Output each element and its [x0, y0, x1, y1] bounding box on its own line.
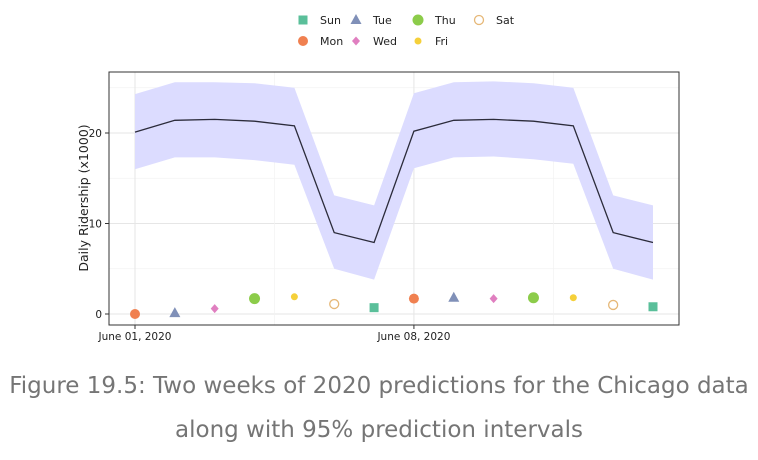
- point-tue: [169, 307, 181, 318]
- point-tue: [448, 291, 460, 302]
- y-axis-label: Daily Ridership (x1000): [76, 124, 91, 271]
- point-fri: [290, 293, 298, 301]
- x-tick-label: June 08, 2020: [376, 331, 450, 343]
- point-thu: [527, 292, 539, 304]
- point-sun: [369, 303, 379, 313]
- legend-label-thu: Thu: [434, 14, 456, 27]
- point-fri: [569, 294, 577, 302]
- point-thu: [249, 293, 261, 305]
- legend-key-mon: [298, 36, 308, 46]
- legend-key-thu: [412, 14, 424, 26]
- legend-key-tue: [350, 14, 362, 24]
- legend-key-sun: [298, 15, 308, 25]
- legend-key-wed: [352, 36, 360, 46]
- prediction-interval-band: [135, 81, 653, 280]
- point-mon: [408, 293, 419, 304]
- point-mon: [130, 309, 140, 319]
- legend-label-tue: Tue: [372, 14, 392, 27]
- y-tick-label: 0: [95, 309, 102, 321]
- plot-border: [108, 71, 680, 326]
- figure-caption: Figure 19.5: Two weeks of 2020 predictio…: [9, 373, 749, 443]
- point-sun: [648, 302, 658, 312]
- legend-label-sun: Sun: [320, 14, 341, 27]
- day-points: [130, 291, 658, 319]
- legend-label-mon: Mon: [320, 35, 343, 48]
- point-sat: [608, 299, 619, 311]
- axes: 0 10 20 June 01, 2020 June 08, 2020: [89, 128, 451, 343]
- chart: Sun Mon Tue Wed Thu Fri Sat 0 10 20 June 01, 2020…: [76, 14, 680, 343]
- legend-key-fri: [414, 37, 422, 45]
- point-wed: [210, 304, 219, 314]
- legend-key-sat: [473, 14, 485, 26]
- y-tick-label: 10: [89, 218, 102, 230]
- y-tick-label: 20: [89, 128, 102, 140]
- point-sat: [329, 298, 340, 310]
- x-tick-label: June 01, 2020: [98, 331, 172, 343]
- point-wed: [489, 294, 498, 304]
- legend-label-sat: Sat: [496, 14, 515, 27]
- legend-label-fri: Fri: [435, 35, 448, 48]
- legend: Sun Mon Tue Wed Thu Fri Sat: [298, 14, 515, 48]
- legend-label-wed: Wed: [373, 35, 397, 48]
- prediction-line: [134, 118, 654, 244]
